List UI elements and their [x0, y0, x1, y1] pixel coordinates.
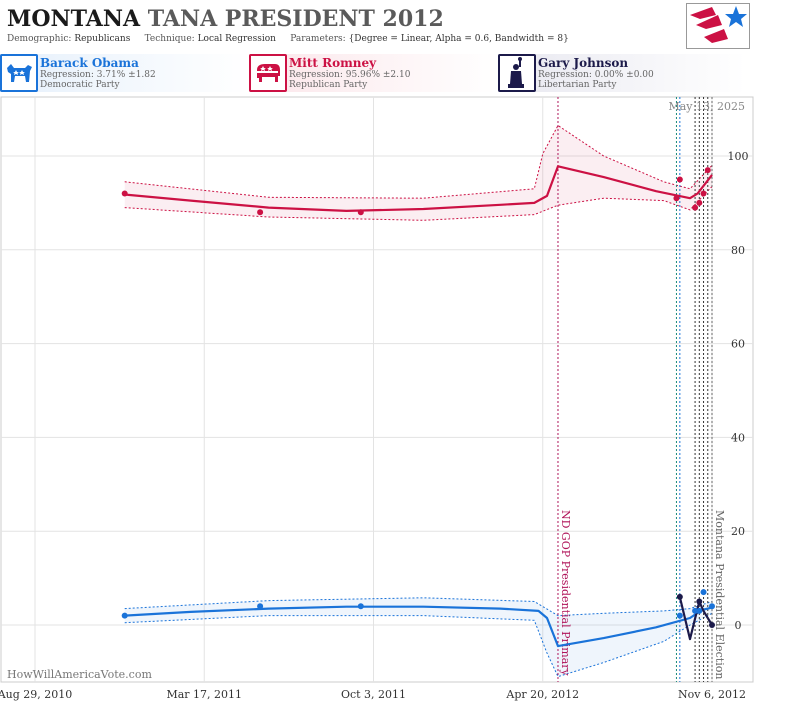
- poll-point: [121, 190, 128, 197]
- technique-label: Technique:: [144, 34, 195, 44]
- candidate-name: Barack Obama: [40, 56, 139, 70]
- candidate-party: Democratic Party: [40, 80, 120, 90]
- poll-point: [704, 167, 711, 174]
- poll-point: [257, 209, 264, 216]
- candidate-party: Libertarian Party: [538, 80, 617, 90]
- poll-point: [709, 622, 715, 628]
- demographic-value: Republicans: [74, 34, 131, 44]
- poll-point: [673, 195, 680, 202]
- poll-point: [692, 607, 699, 614]
- poll-point: [357, 603, 364, 610]
- confidence-lower-bound: [124, 186, 713, 221]
- technique-value: Local Regression: [197, 34, 276, 44]
- x-tick-label: Nov 6, 2012: [678, 688, 746, 701]
- plot-frame: [0, 96, 754, 683]
- poll-point: [121, 612, 128, 619]
- x-tick-label: Mar 17, 2011: [166, 688, 242, 701]
- poll-point: [709, 603, 715, 610]
- x-tick-label: Aug 29, 2010: [0, 688, 72, 701]
- elephant-icon: [249, 54, 287, 92]
- annotation-label: ND GOP Presidential Primary: [559, 510, 572, 677]
- x-tick-label: Apr 20, 2012: [505, 688, 579, 701]
- poll-point: [696, 607, 703, 614]
- y-tick-label: 40: [731, 431, 745, 444]
- y-tick-label: 80: [731, 244, 745, 257]
- demographic-label: Demographic:: [7, 34, 72, 44]
- parameters-value: {Degree = Linear, Alpha = 0.6, Bandwidth…: [348, 34, 569, 44]
- poll-points: [121, 167, 715, 628]
- y-tick-label: 100: [728, 150, 749, 163]
- y-tick-label: 20: [731, 525, 745, 538]
- candidate-legend: Barack Obama Regression: 3.71% ±1.82 Dem…: [0, 54, 789, 94]
- date-label: May 13, 2025: [668, 100, 745, 113]
- poll-point: [700, 589, 707, 596]
- statue-of-liberty-icon: [498, 54, 536, 92]
- page-title: MONTANA TANA PRESIDENT 2012: [7, 6, 444, 32]
- parameters-label: Parameters:: [290, 34, 346, 44]
- poll-point: [257, 603, 264, 610]
- poll-point: [357, 209, 364, 216]
- annotation-label: Montana Presidential Election: [713, 510, 726, 679]
- candidate-name: Gary Johnson: [538, 56, 629, 70]
- poll-point: [676, 176, 683, 183]
- watermark: HowWillAmericaVote.com: [7, 668, 152, 681]
- poll-point: [676, 612, 683, 619]
- trend-line: [124, 165, 713, 212]
- poll-point: [692, 204, 699, 211]
- poll-point: [676, 593, 683, 600]
- poll-point: [696, 199, 703, 206]
- poll-point: [696, 598, 703, 605]
- title-state: MONTANA: [7, 6, 141, 32]
- candidate-name: Mitt Romney: [289, 56, 377, 70]
- y-tick-label: 60: [731, 338, 745, 351]
- page-header: MONTANA TANA PRESIDENT 2012 Demographic:…: [0, 0, 789, 50]
- candidate-obama[interactable]: Barack Obama Regression: 3.71% ±1.82 Dem…: [0, 54, 248, 92]
- candidate-party: Republican Party: [289, 80, 368, 90]
- grid-lines: [1, 97, 753, 682]
- site-logo-icon[interactable]: [686, 3, 750, 49]
- parameters-line: Demographic: Republicans Technique: Loca…: [7, 34, 569, 44]
- candidate-regression: Regression: 95.96% ±2.10: [289, 70, 411, 80]
- donkey-icon: [0, 54, 38, 92]
- y-tick-label: 0: [735, 619, 742, 632]
- poll-point: [700, 190, 707, 197]
- candidate-regression: Regression: 0.00% ±0.00: [538, 70, 654, 80]
- candidate-johnson[interactable]: Gary Johnson Regression: 0.00% ±0.00 Lib…: [498, 54, 746, 92]
- confidence-upper-bound: [124, 597, 713, 617]
- trend-lines: [124, 165, 713, 648]
- axis-labels: 0 20 40 60 80 100 Aug 29, 2010 Mar 17, 2011 Oct …: [0, 150, 749, 701]
- candidate-regression: Regression: 3.71% ±1.82: [40, 70, 156, 80]
- candidate-romney[interactable]: Mitt Romney Regression: 95.96% ±2.10 Rep…: [249, 54, 497, 92]
- confidence-band-fill: [124, 125, 712, 221]
- event-lines: ND GOP Presidential Primary Montana Presi…: [557, 97, 726, 682]
- title-race: TANA PRESIDENT 2012: [147, 6, 444, 32]
- x-tick-label: Oct 3, 2011: [341, 688, 406, 701]
- confidence-band-fill: [124, 597, 712, 677]
